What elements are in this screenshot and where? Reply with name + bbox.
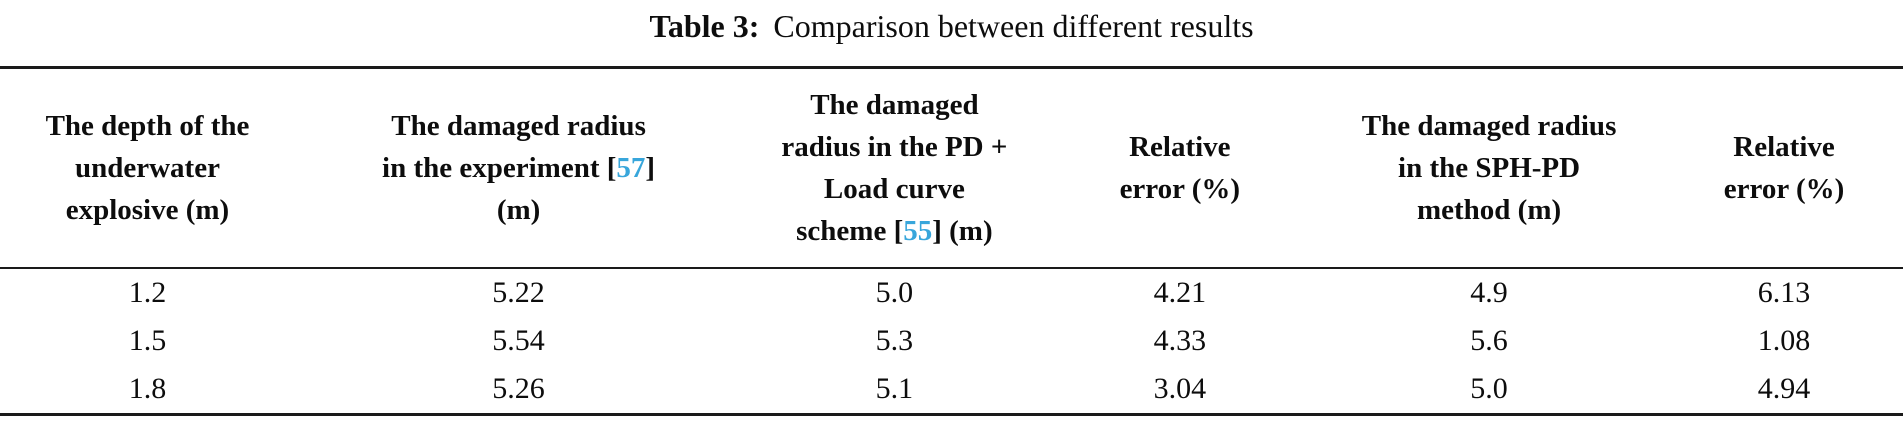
header-line: error (%): [1723, 173, 1845, 205]
cell-sph-pd-radius: 5.0: [1470, 372, 1508, 405]
cell-sph-pd-radius: 5.6: [1470, 324, 1508, 357]
cell-sph-pd-radius: 4.9: [1470, 276, 1508, 309]
cell-relative-error-2: 6.13: [1757, 276, 1811, 309]
header-text: ]: [645, 152, 656, 184]
table-caption-text: Comparison between different results: [773, 8, 1254, 44]
cell-relative-error-2: 1.08: [1757, 324, 1811, 357]
header-text: in the experiment [: [382, 152, 617, 184]
header-line: The damaged: [810, 89, 979, 121]
cell-depth: 1.5: [128, 324, 167, 357]
col-header-sph-pd-radius: The damaged radius in the SPH-PD method …: [1313, 68, 1665, 269]
col-header-relative-error-2: Relative error (%): [1665, 68, 1903, 269]
cell-pd-load-curve-radius: 5.3: [875, 324, 914, 357]
cell-experiment-radius: 5.26: [492, 372, 545, 405]
header-line: in the experiment [57]: [299, 147, 738, 189]
cell-pd-load-curve-radius: 5.1: [875, 372, 914, 405]
header-line: radius in the PD +: [781, 131, 1008, 163]
header-line: Relative: [1129, 131, 1231, 163]
col-header-experiment-radius: The damaged radius in the experiment [57…: [295, 68, 742, 269]
header-line: explosive (m): [65, 194, 230, 226]
header-line: The damaged radius: [1361, 110, 1617, 142]
header-line: (m): [496, 194, 541, 226]
header-line: method (m): [1416, 194, 1562, 226]
header-line: Load curve: [823, 173, 965, 205]
table-caption: Table 3: Comparison between different res…: [0, 0, 1903, 66]
header-line: underwater: [74, 152, 220, 184]
header-text: scheme [: [796, 215, 904, 247]
cell-pd-load-curve-radius: 5.0: [875, 276, 914, 309]
table-row: 1.2 5.22 5.0 4.21 4.9 6.13: [0, 268, 1903, 317]
citation-ref-55[interactable]: 55: [903, 215, 933, 247]
header-row: The depth of the underwater explosive (m…: [0, 68, 1903, 269]
cell-experiment-radius: 5.22: [492, 276, 545, 309]
cell-depth: 1.2: [128, 276, 167, 309]
table-caption-label: Table 3:: [649, 8, 760, 44]
header-text: ] (m): [932, 215, 993, 247]
header-line: Relative: [1733, 131, 1835, 163]
cell-relative-error-1: 4.21: [1153, 276, 1207, 309]
cell-relative-error-1: 3.04: [1153, 372, 1207, 405]
cell-relative-error-2: 4.94: [1757, 372, 1811, 405]
col-header-relative-error-1: Relative error (%): [1047, 68, 1313, 269]
citation-ref-57[interactable]: 57: [616, 152, 646, 184]
header-line: error (%): [1119, 173, 1241, 205]
cell-relative-error-1: 4.33: [1153, 324, 1207, 357]
col-header-depth: The depth of the underwater explosive (m…: [0, 68, 295, 269]
table-row: 1.5 5.54 5.3 4.33 5.6 1.08: [0, 317, 1903, 365]
header-line: The damaged radius: [391, 110, 646, 142]
cell-experiment-radius: 5.54: [492, 324, 545, 357]
comparison-table: The depth of the underwater explosive (m…: [0, 66, 1903, 416]
header-line: in the SPH-PD: [1398, 152, 1581, 184]
cell-depth: 1.8: [128, 372, 167, 405]
col-header-pd-load-curve-radius: The damaged radius in the PD + Load curv…: [742, 68, 1046, 269]
table-row: 1.8 5.26 5.1 3.04 5.0 4.94: [0, 365, 1903, 415]
header-line: The depth of the: [45, 110, 250, 142]
header-line: scheme [55] (m): [746, 210, 1042, 252]
